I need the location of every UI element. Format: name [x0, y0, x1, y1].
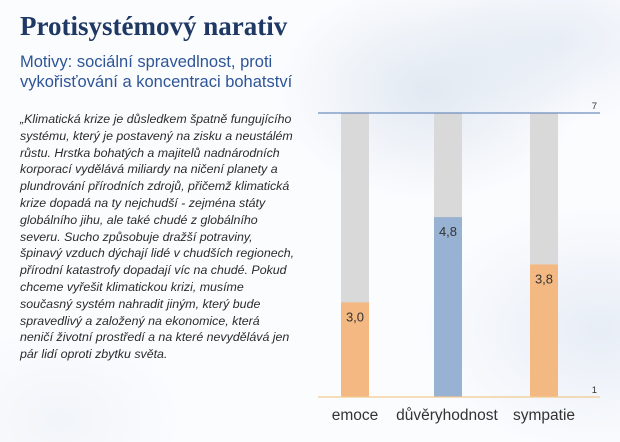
quote-text: „Klimatická krize je důsledkem špatně fu…	[20, 112, 295, 362]
page-title: Protisystémový narativ	[20, 11, 288, 41]
y-tick-min: 1	[592, 385, 597, 396]
category-label-2: sympatie	[513, 407, 575, 424]
page-subtitle: Motivy: sociální spravedlnost, proti vyk…	[20, 53, 293, 91]
category-label-1: důvěryhodnost	[396, 407, 498, 424]
value-label-2: 3,8	[535, 271, 553, 286]
category-label-0: emoce	[332, 407, 379, 424]
y-tick-max: 7	[592, 101, 597, 112]
value-label-0: 3,0	[346, 309, 364, 324]
value-label-1: 4,8	[439, 224, 457, 239]
bar-0	[341, 302, 369, 397]
bar-2	[530, 264, 558, 397]
bar-1	[434, 217, 462, 397]
